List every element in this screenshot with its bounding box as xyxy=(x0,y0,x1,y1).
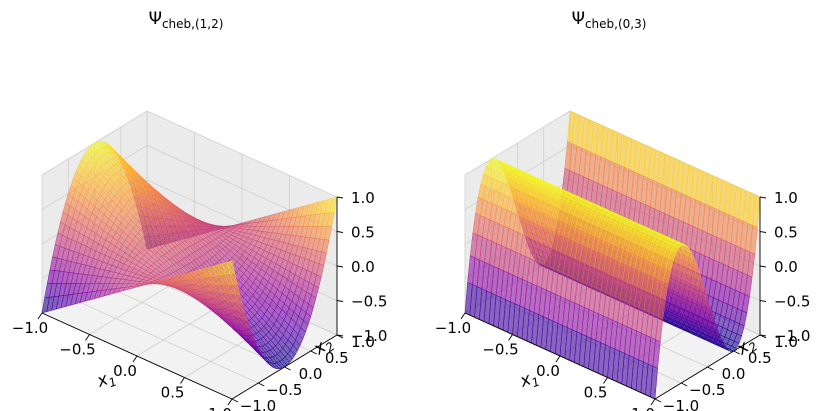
x-tick-label: 0.5 xyxy=(584,384,608,402)
plot-1-surface xyxy=(41,140,338,370)
z-tick-label: 0.0 xyxy=(351,258,375,276)
x-tick-label: −1.0 xyxy=(12,319,48,337)
x-tick-mark xyxy=(508,334,513,341)
x-tick-mark xyxy=(650,398,656,406)
x-tick-mark xyxy=(180,377,185,384)
plot-2-surface xyxy=(464,110,761,400)
x-tick-label: −0.5 xyxy=(59,341,95,359)
z-tick-mark xyxy=(759,265,767,268)
plot-2-title: Ψcheb,(0,3) xyxy=(572,9,647,31)
z-tick-label: −0.5 xyxy=(774,293,810,311)
plot-1-title: Ψcheb,(1,2) xyxy=(149,9,224,31)
y-tick-mark xyxy=(681,382,688,387)
grid-line xyxy=(464,110,571,176)
y-tick-mark xyxy=(733,350,740,355)
y-tick-label: 1.0 xyxy=(351,333,375,351)
x-tick-mark xyxy=(460,312,466,320)
x-tick-mark xyxy=(227,398,233,406)
y-tick-mark xyxy=(654,398,662,403)
x-tick-label: 0.5 xyxy=(161,384,185,402)
y-tick-mark xyxy=(284,366,291,371)
surface-plot-1: Ψcheb,(1,2) −1.0−0.50.00.51.0−1.0−0.50.0… xyxy=(12,9,388,411)
x-tick-label: −0.5 xyxy=(482,341,518,359)
z-tick-mark xyxy=(759,231,767,233)
z-tick-mark xyxy=(336,300,344,302)
y-tick-mark xyxy=(231,398,239,403)
surface-plot-2: Ψcheb,(0,3) −1.0−0.50.00.51.0−1.0−0.50.0… xyxy=(435,9,811,411)
grid-line xyxy=(146,110,338,198)
x-tick-label: 0.0 xyxy=(536,362,560,380)
z-tick-mark xyxy=(336,265,344,268)
x-tick-mark xyxy=(132,355,138,363)
z-tick-mark xyxy=(336,196,344,199)
y-tick-label: 0.0 xyxy=(722,365,746,383)
surface-patch xyxy=(227,260,235,274)
x-tick-mark xyxy=(85,334,90,341)
y-tick-label: −1.0 xyxy=(663,397,699,411)
x-tick-mark xyxy=(37,312,43,320)
z-tick-label: 0.5 xyxy=(774,224,798,242)
y-tick-label: −0.5 xyxy=(689,381,725,399)
y-tick-label: 0.5 xyxy=(748,349,772,367)
plot-1-axes: −1.0−0.50.00.51.0−1.0−0.50.00.51.0−1.0−0… xyxy=(12,189,388,411)
x-tick-label: 1.0 xyxy=(208,405,232,411)
z-tick-mark xyxy=(336,231,344,233)
y-tick-mark xyxy=(707,366,714,371)
x-tick-label: 0.0 xyxy=(113,362,137,380)
y-tick-label: 0.0 xyxy=(299,365,323,383)
z-tick-mark xyxy=(336,334,344,337)
y-tick-mark xyxy=(258,382,265,387)
x-tick-mark xyxy=(603,377,608,384)
x-tick-mark xyxy=(555,355,561,363)
y-tick-label: 1.0 xyxy=(774,333,798,351)
z-tick-mark xyxy=(759,300,767,302)
z-tick-label: 1.0 xyxy=(351,189,375,207)
plot-2-axes: −1.0−0.50.00.51.0−1.0−0.50.00.51.0−1.0−0… xyxy=(435,189,811,411)
z-tick-label: 0.0 xyxy=(774,258,798,276)
z-tick-mark xyxy=(759,334,767,337)
y-tick-label: −1.0 xyxy=(240,397,276,411)
x-tick-label: −1.0 xyxy=(435,319,471,337)
y-tick-label: 0.5 xyxy=(325,349,349,367)
z-tick-label: −1.0 xyxy=(774,327,810,345)
y-tick-label: −0.5 xyxy=(266,381,302,399)
z-tick-label: 1.0 xyxy=(774,189,798,207)
x-tick-label: 1.0 xyxy=(631,405,655,411)
z-tick-mark xyxy=(759,196,767,199)
y-tick-mark xyxy=(310,350,317,355)
z-tick-label: −1.0 xyxy=(351,327,387,345)
z-tick-label: −0.5 xyxy=(351,293,387,311)
grid-line xyxy=(94,280,285,368)
z-tick-label: 0.5 xyxy=(351,224,375,242)
